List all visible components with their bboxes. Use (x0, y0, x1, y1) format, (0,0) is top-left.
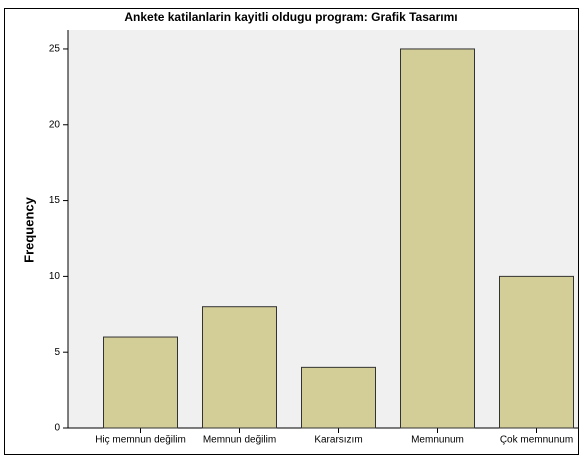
y-axis-label: Frequency (21, 196, 36, 263)
y-tick-label: 20 (49, 119, 61, 130)
y-tick-label: 10 (49, 271, 61, 282)
x-tick-label: Hiç memnun değilim (95, 435, 186, 446)
x-tick-label: Kararsızım (314, 435, 362, 446)
y-tick-label: 15 (49, 195, 61, 206)
y-tick-label: 5 (54, 347, 60, 358)
bar (301, 366, 376, 429)
bar (202, 306, 277, 429)
x-tick-label: Memnun değilim (203, 435, 276, 446)
bar (400, 48, 475, 429)
y-tick-label: 0 (54, 423, 60, 434)
x-tick-label: Memnunum (411, 435, 464, 446)
x-tick-label: Çok memnunum (500, 435, 573, 446)
y-tick-label: 25 (49, 44, 61, 55)
bar (499, 275, 574, 429)
bar (103, 336, 178, 429)
chart-title: Ankete katilanlarin kayitli oldugu progr… (124, 10, 457, 24)
